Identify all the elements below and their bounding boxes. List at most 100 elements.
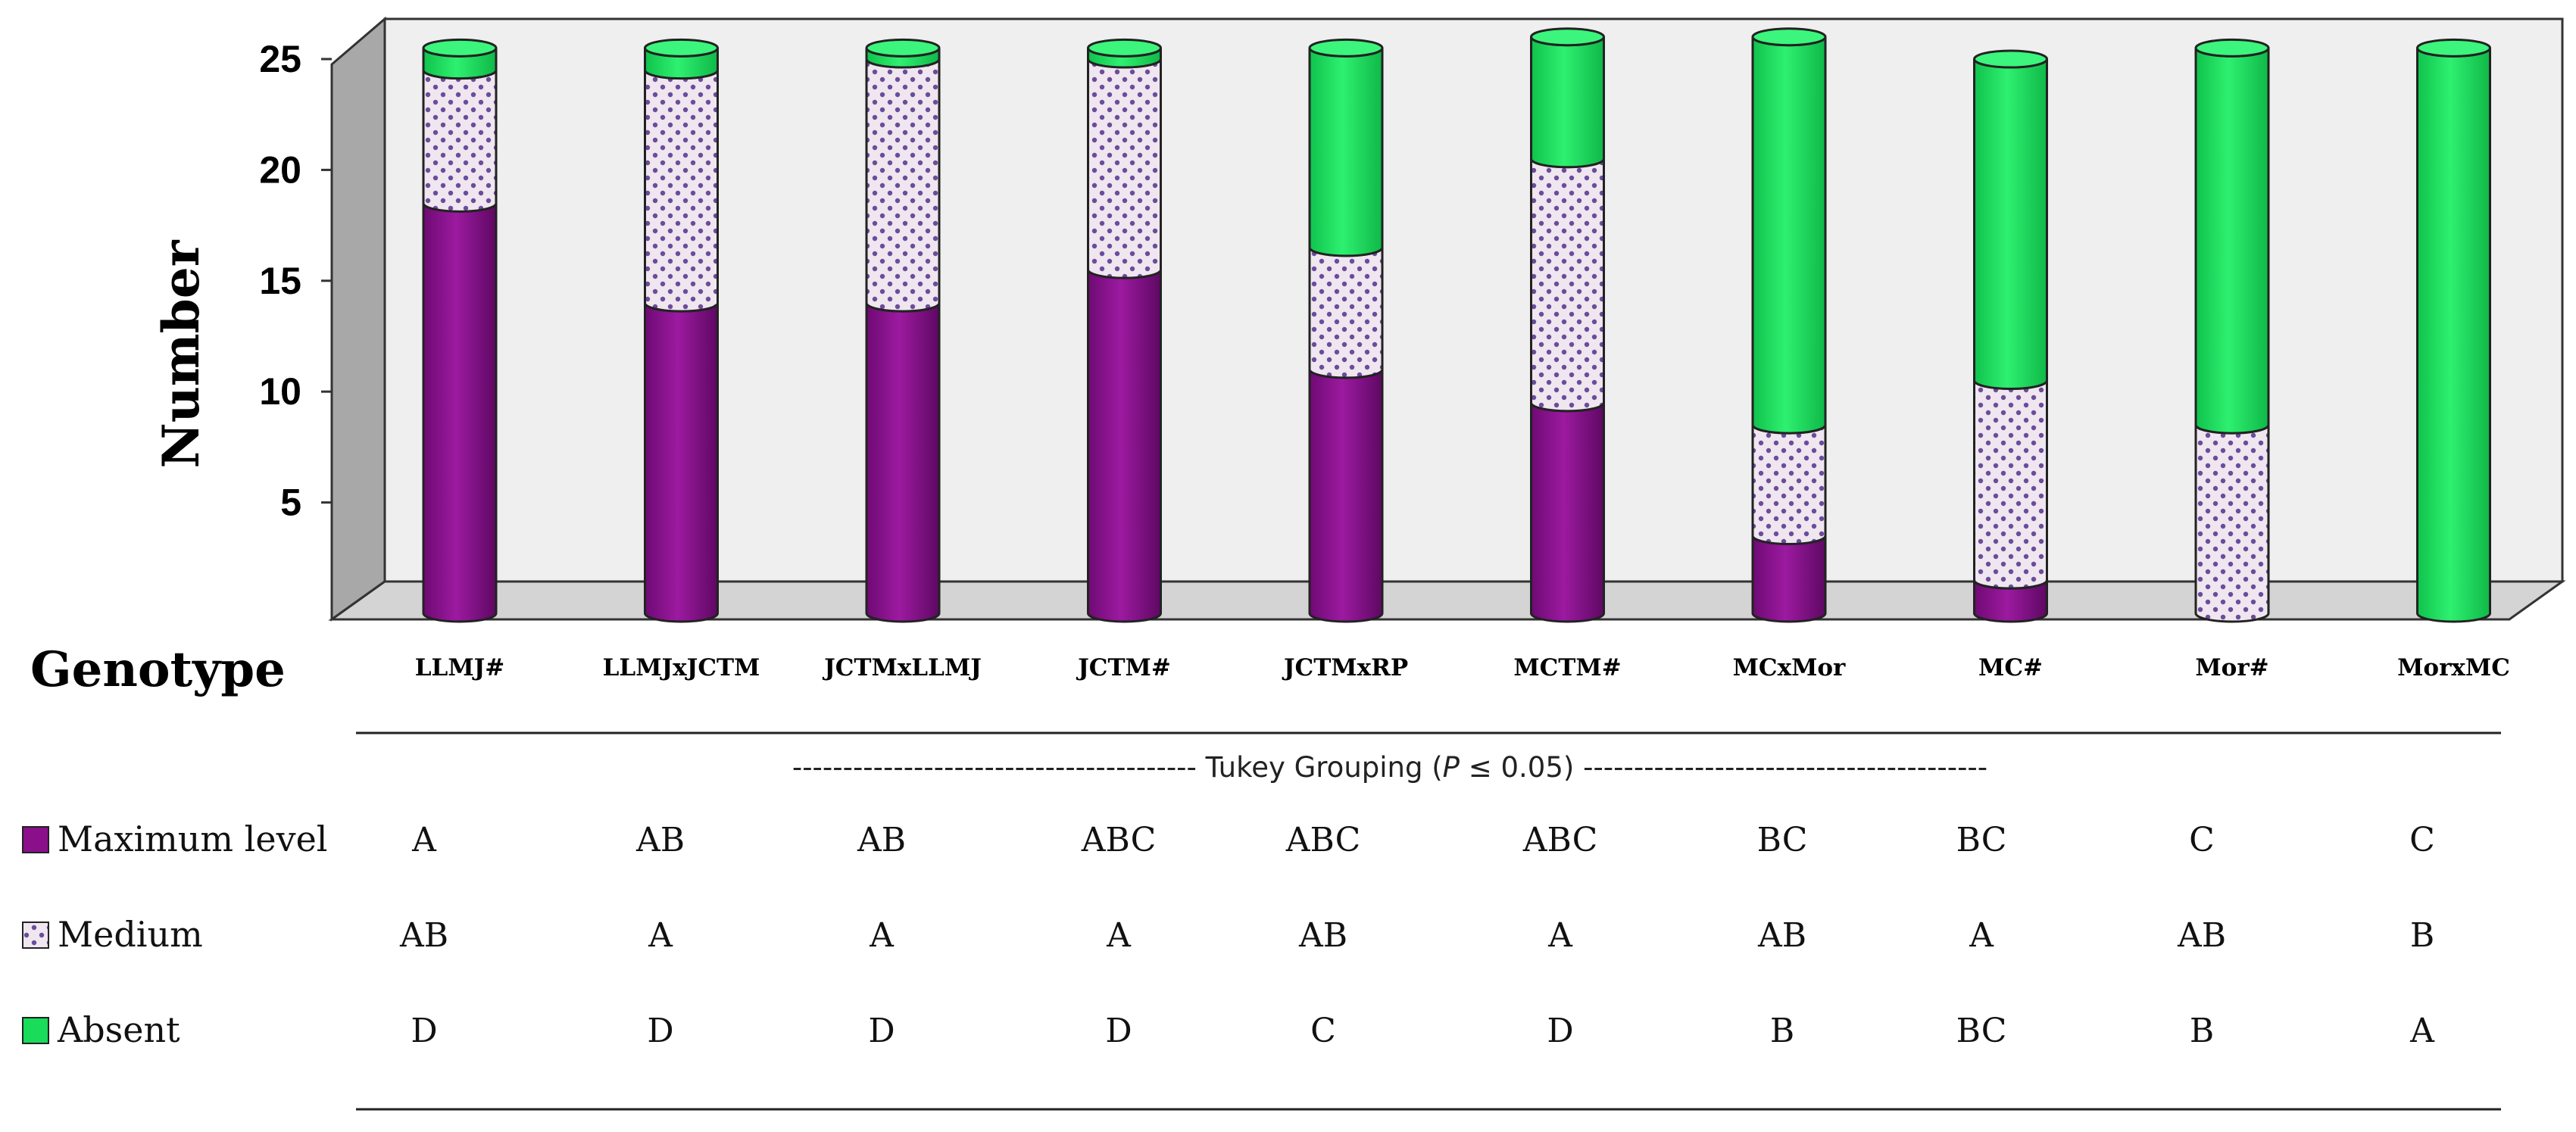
x-category-label: LLMJ#: [415, 654, 505, 681]
bar-segment-absent: [1973, 58, 2048, 391]
bar-segment-medium: [2194, 424, 2270, 623]
bar-segment-maximum-level: [644, 302, 719, 623]
x-category-label: JCTMxRP: [1282, 654, 1408, 681]
bars-group: [422, 27, 2491, 623]
x-category-label: JCTMxLLMJ: [822, 654, 982, 681]
bar-llmj: [422, 38, 498, 623]
bar-segment-medium: [644, 70, 719, 313]
bar-top-cap: [1530, 27, 1605, 47]
bar-segment-maximum-level: [1530, 402, 1605, 623]
tukey-group-cell: B: [1770, 1012, 1794, 1050]
tukey-group-cell: ABC: [1522, 821, 1598, 859]
bar-jctmxrp: [1308, 38, 1384, 623]
x-category-label: Mor#: [2195, 654, 2268, 681]
bar-top-cap: [865, 38, 941, 58]
tukey-group-cell: B: [2410, 916, 2434, 955]
bar-segment-absent: [2194, 48, 2270, 435]
bar-top-cap: [1308, 38, 1384, 58]
bar-segment-maximum-level: [1751, 535, 1827, 623]
tukey-group-cell: ABC: [1081, 821, 1157, 859]
tukey-group-cell: A: [1547, 916, 1573, 955]
tukey-group-cell: D: [1105, 1012, 1132, 1050]
bar-mctm: [1530, 27, 1605, 623]
bar-segment-maximum-level: [865, 302, 941, 623]
bar-segment-absent: [1530, 36, 1605, 169]
legend-label-medium: Medium: [58, 914, 203, 955]
bar-segment-absent: [2416, 48, 2491, 623]
y-tick-label: 20: [259, 148, 301, 191]
x-axis-labels: LLMJ# LLMJxJCTM JCTMxLLMJ JCTM# JCTMxRP MCTM#…: [415, 654, 2510, 681]
legend-swatch-medium: [22, 922, 49, 949]
bar-llmjxjctm: [644, 38, 719, 623]
bar-mc: [1973, 49, 2048, 623]
bar-segment-medium: [1973, 380, 2048, 590]
tukey-title-p: P: [1443, 751, 1460, 784]
bar-segment-maximum-level: [422, 202, 498, 623]
tukey-group-cell: AB: [399, 916, 448, 955]
tukey-group-cell: AB: [2177, 916, 2226, 955]
x-category-label: LLMJxJCTM: [603, 654, 760, 681]
tukey-title: ----------------------------------------…: [792, 751, 1987, 784]
tukey-group-cell: D: [868, 1012, 895, 1050]
legend-label-absent: Absent: [57, 1009, 180, 1050]
y-tick-label: 5: [280, 482, 301, 524]
bar-top-cap: [422, 38, 498, 58]
tukey-group-cell: AB: [1298, 916, 1347, 955]
tukey-group-cell: D: [411, 1012, 437, 1050]
tukey-group-cell: BC: [1956, 821, 2007, 859]
tukey-group-cell: BC: [1956, 1012, 2007, 1050]
bar-top-cap: [2416, 38, 2491, 58]
bar-top-cap: [1973, 49, 2048, 69]
tukey-title-prefix: ----------------------------------------…: [792, 751, 1443, 784]
legend-swatch-maximum-level: [22, 826, 49, 853]
tukey-group-cell: C: [2189, 821, 2215, 859]
legend-swatch-absent: [22, 1017, 49, 1044]
tukey-group-cell: A: [648, 916, 673, 955]
tukey-group-cell: C: [2409, 821, 2435, 859]
tukey-group-cell: BC: [1757, 821, 1808, 859]
tukey-group-cell: A: [1106, 916, 1132, 955]
tukey-group-cell: B: [2190, 1012, 2214, 1050]
x-category-label: MorxMC: [2397, 654, 2510, 681]
legend-label-maximum-level: Maximum level: [58, 819, 328, 859]
y-tick-label: 25: [259, 38, 301, 80]
bar-segment-absent: [1308, 48, 1384, 257]
bar-segment-medium: [422, 70, 498, 213]
tukey-group-cell: A: [869, 916, 895, 955]
y-tick-label: 10: [259, 370, 301, 413]
bar-mcxmor: [1751, 27, 1827, 623]
side-wall: [330, 16, 386, 622]
bar-segment-medium: [1751, 424, 1827, 546]
bar-segment-medium: [865, 58, 941, 313]
bar-top-cap: [644, 38, 719, 58]
tukey-group-cell: A: [1969, 916, 1994, 955]
tukey-group-cell: A: [411, 821, 437, 859]
tukey-group-cell: AB: [635, 821, 685, 859]
bar-segment-maximum-level: [1308, 369, 1384, 623]
tukey-group-cell: D: [647, 1012, 673, 1050]
bar-segment-medium: [1087, 58, 1162, 279]
bar-segment-absent: [1751, 36, 1827, 435]
x-category-label: MCxMor: [1733, 654, 1846, 681]
bar-top-cap: [1087, 38, 1162, 58]
y-axis-ticks: 5 10 15 20 25: [259, 38, 332, 524]
bar-top-cap: [1751, 27, 1827, 47]
tukey-group-cell: D: [1547, 1012, 1573, 1050]
x-category-label: MCTM#: [1513, 654, 1621, 681]
tukey-title-suffix: ≤ 0.05) --------------------------------…: [1460, 751, 1987, 784]
tukey-group-cell: AB: [1757, 916, 1806, 955]
bar-segment-medium: [1308, 247, 1384, 379]
bar-jctmxllmj: [865, 38, 941, 623]
bar-mor: [2194, 38, 2270, 623]
tukey-group-cell: AB: [857, 821, 906, 859]
x-category-label: MC#: [1978, 654, 2043, 681]
tukey-group-cell: A: [2409, 1012, 2435, 1050]
y-tick-label: 15: [259, 260, 301, 302]
y-axis-label: Number: [151, 239, 211, 468]
x-category-label: JCTM#: [1076, 654, 1171, 681]
bar-segment-maximum-level: [1087, 269, 1162, 623]
bar-segment-medium: [1530, 158, 1605, 413]
bar-top-cap: [2194, 38, 2270, 58]
